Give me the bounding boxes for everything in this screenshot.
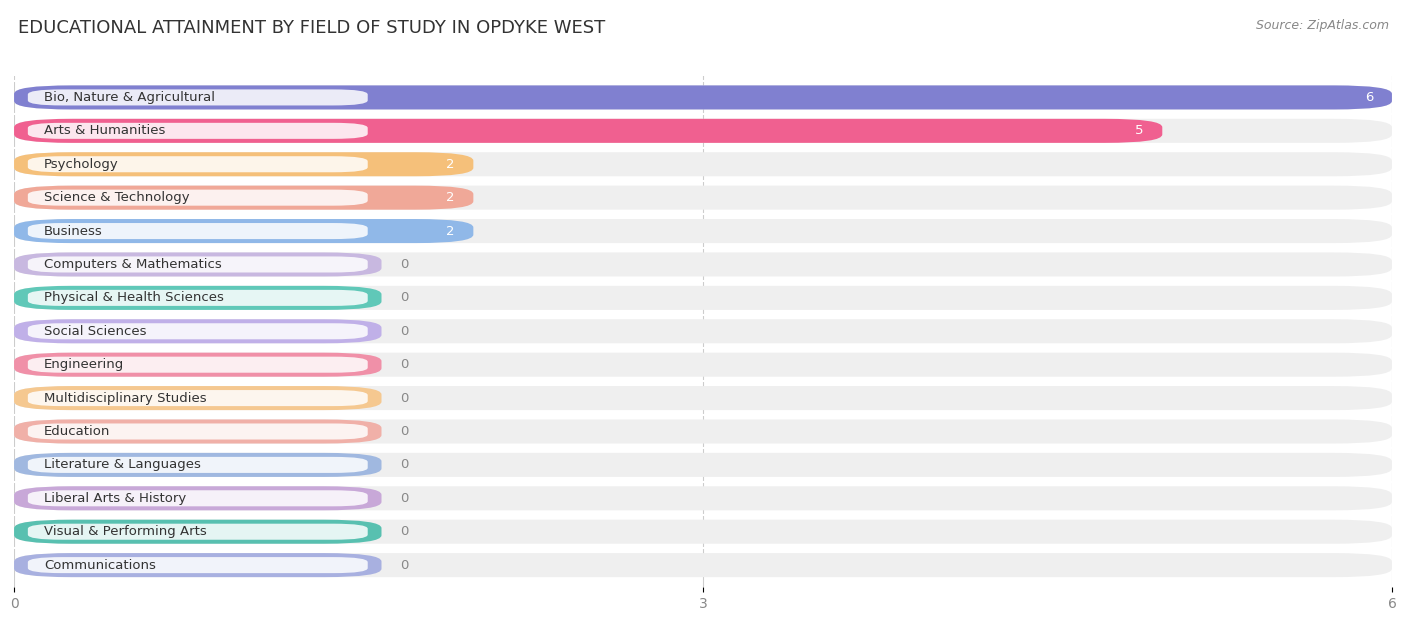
- Text: Computers & Mathematics: Computers & Mathematics: [44, 258, 222, 271]
- Text: 0: 0: [399, 392, 408, 404]
- FancyBboxPatch shape: [28, 190, 368, 206]
- FancyBboxPatch shape: [14, 319, 1392, 343]
- FancyBboxPatch shape: [28, 256, 368, 273]
- FancyBboxPatch shape: [28, 223, 368, 239]
- Text: Bio, Nature & Agricultural: Bio, Nature & Agricultural: [44, 91, 215, 104]
- FancyBboxPatch shape: [14, 353, 1392, 377]
- Text: Education: Education: [44, 425, 110, 438]
- FancyBboxPatch shape: [14, 186, 1392, 209]
- Text: 0: 0: [399, 258, 408, 271]
- FancyBboxPatch shape: [14, 487, 381, 510]
- Text: 5: 5: [1136, 124, 1144, 138]
- FancyBboxPatch shape: [28, 390, 368, 406]
- Text: 0: 0: [399, 325, 408, 338]
- Text: Arts & Humanities: Arts & Humanities: [44, 124, 166, 138]
- FancyBboxPatch shape: [14, 520, 1392, 544]
- Text: Physical & Health Sciences: Physical & Health Sciences: [44, 292, 224, 304]
- FancyBboxPatch shape: [28, 357, 368, 373]
- FancyBboxPatch shape: [14, 453, 1392, 477]
- FancyBboxPatch shape: [14, 152, 474, 176]
- FancyBboxPatch shape: [14, 286, 381, 310]
- Text: Science & Technology: Science & Technology: [44, 191, 190, 204]
- FancyBboxPatch shape: [28, 423, 368, 440]
- Text: Visual & Performing Arts: Visual & Performing Arts: [44, 525, 207, 538]
- FancyBboxPatch shape: [14, 453, 381, 477]
- FancyBboxPatch shape: [14, 319, 381, 343]
- Text: Multidisciplinary Studies: Multidisciplinary Studies: [44, 392, 207, 404]
- FancyBboxPatch shape: [28, 490, 368, 506]
- Text: EDUCATIONAL ATTAINMENT BY FIELD OF STUDY IN OPDYKE WEST: EDUCATIONAL ATTAINMENT BY FIELD OF STUDY…: [18, 19, 606, 37]
- FancyBboxPatch shape: [14, 119, 1163, 143]
- Text: 0: 0: [399, 525, 408, 538]
- Text: Psychology: Psychology: [44, 158, 118, 171]
- Text: Engineering: Engineering: [44, 358, 124, 371]
- FancyBboxPatch shape: [14, 520, 381, 544]
- Text: Liberal Arts & History: Liberal Arts & History: [44, 492, 186, 505]
- Text: 6: 6: [1365, 91, 1374, 104]
- FancyBboxPatch shape: [14, 420, 1392, 444]
- Text: 0: 0: [399, 358, 408, 371]
- Text: 0: 0: [399, 558, 408, 572]
- FancyBboxPatch shape: [14, 219, 1392, 243]
- FancyBboxPatch shape: [14, 119, 1392, 143]
- Text: 2: 2: [447, 158, 456, 171]
- FancyBboxPatch shape: [14, 152, 1392, 176]
- FancyBboxPatch shape: [14, 186, 474, 209]
- FancyBboxPatch shape: [28, 557, 368, 573]
- FancyBboxPatch shape: [28, 156, 368, 172]
- FancyBboxPatch shape: [14, 420, 381, 444]
- FancyBboxPatch shape: [14, 553, 381, 577]
- Text: 0: 0: [399, 425, 408, 438]
- Text: Communications: Communications: [44, 558, 156, 572]
- Text: Social Sciences: Social Sciences: [44, 325, 146, 338]
- FancyBboxPatch shape: [14, 85, 1392, 109]
- FancyBboxPatch shape: [14, 553, 1392, 577]
- FancyBboxPatch shape: [14, 487, 1392, 510]
- FancyBboxPatch shape: [14, 252, 381, 276]
- Text: Literature & Languages: Literature & Languages: [44, 458, 201, 471]
- FancyBboxPatch shape: [14, 386, 1392, 410]
- Text: Business: Business: [44, 225, 103, 237]
- FancyBboxPatch shape: [28, 323, 368, 339]
- FancyBboxPatch shape: [14, 386, 381, 410]
- Text: 2: 2: [447, 191, 456, 204]
- Text: 2: 2: [447, 225, 456, 237]
- FancyBboxPatch shape: [14, 286, 1392, 310]
- FancyBboxPatch shape: [14, 353, 381, 377]
- FancyBboxPatch shape: [14, 219, 474, 243]
- FancyBboxPatch shape: [28, 123, 368, 139]
- Text: 0: 0: [399, 458, 408, 471]
- Text: 0: 0: [399, 292, 408, 304]
- Text: Source: ZipAtlas.com: Source: ZipAtlas.com: [1256, 19, 1389, 32]
- FancyBboxPatch shape: [14, 85, 1392, 109]
- FancyBboxPatch shape: [28, 290, 368, 306]
- FancyBboxPatch shape: [14, 252, 1392, 276]
- FancyBboxPatch shape: [28, 457, 368, 473]
- Text: 0: 0: [399, 492, 408, 505]
- FancyBboxPatch shape: [28, 90, 368, 105]
- FancyBboxPatch shape: [28, 524, 368, 540]
